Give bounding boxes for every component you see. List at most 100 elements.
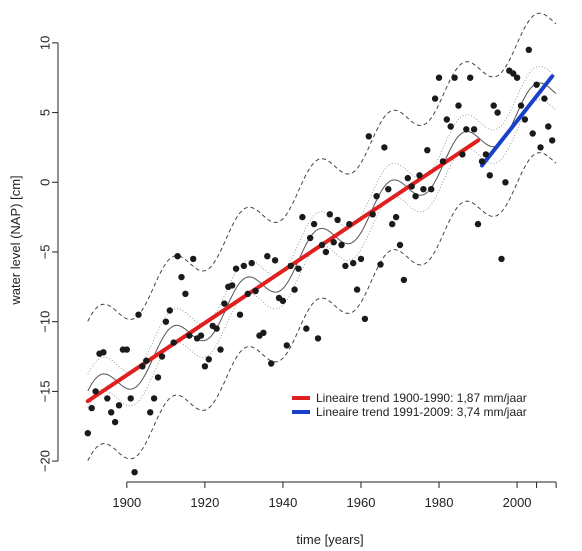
y-axis-title: water level (NAP) [cm]: [8, 175, 23, 305]
data-point: [330, 239, 337, 246]
data-point: [268, 360, 275, 367]
data-point: [84, 430, 92, 437]
data-point: [342, 262, 349, 270]
data-point: [431, 95, 439, 102]
data-point: [236, 311, 244, 318]
data-point: [123, 346, 130, 353]
data-point: [470, 126, 478, 133]
data-point: [478, 158, 486, 165]
data-point: [396, 241, 404, 249]
data-point: [549, 137, 556, 144]
data-point: [135, 311, 142, 318]
data-point: [529, 130, 536, 137]
axes: −20 −15 −10 −5 0 5 10 1900 1920 1940 1960 1980 2000: [37, 36, 557, 510]
data-point: [139, 363, 146, 370]
data-point: [170, 339, 177, 346]
data-point: [510, 70, 517, 77]
data-point: [162, 318, 170, 325]
data-point: [381, 144, 388, 151]
x-tick-label: 1900: [112, 495, 141, 510]
data-points: [84, 46, 556, 476]
data-point: [467, 74, 474, 81]
data-point: [482, 151, 490, 158]
data-point: [424, 147, 431, 154]
lower-confidence-band: [87, 99, 557, 408]
data-point: [260, 329, 267, 336]
data-point: [213, 325, 220, 332]
x-tick-label: 2000: [503, 495, 532, 510]
data-point: [197, 332, 205, 339]
data-point: [143, 357, 150, 364]
data-point: [100, 349, 107, 356]
data-point: [420, 186, 427, 193]
data-point: [459, 151, 466, 158]
data-point: [186, 332, 193, 339]
data-point: [545, 123, 552, 130]
x-tick-label: 1980: [425, 495, 454, 510]
data-point: [111, 418, 119, 426]
data-point: [174, 253, 181, 260]
data-point: [158, 353, 166, 360]
data-point: [221, 300, 228, 307]
data-point: [541, 95, 548, 102]
data-point: [357, 255, 365, 263]
x-tick-label: 1940: [268, 495, 297, 510]
data-point: [490, 102, 497, 109]
data-point: [283, 342, 290, 349]
data-point: [334, 216, 341, 224]
data-point: [338, 241, 345, 249]
data-point: [408, 183, 415, 190]
data-point: [264, 253, 271, 260]
data-point: [115, 402, 123, 409]
data-point: [389, 220, 396, 228]
data-point: [365, 133, 372, 140]
y-tick-label: −10: [37, 311, 52, 333]
data-point: [494, 109, 501, 116]
data-point: [412, 193, 419, 200]
data-point: [314, 335, 322, 342]
legend: Lineaire trend 1900-1990: 1,87 mm/jaarLi…: [292, 391, 527, 419]
data-point: [104, 395, 111, 402]
data-point: [498, 255, 505, 263]
data-point: [447, 123, 454, 130]
data-point: [240, 262, 248, 270]
y-tick-label: 5: [37, 109, 52, 116]
x-axis-title: time [years]: [296, 532, 363, 547]
data-point: [318, 241, 326, 249]
data-point: [299, 213, 306, 221]
data-point: [474, 220, 482, 228]
data-point: [232, 265, 240, 272]
lower-prediction-band: [87, 152, 557, 461]
data-point: [182, 290, 189, 297]
data-point: [279, 297, 287, 304]
data-point: [229, 282, 236, 289]
data-point: [455, 102, 462, 109]
data-point: [252, 287, 259, 295]
data-point: [428, 186, 435, 193]
upper-prediction-band: [87, 12, 557, 322]
data-point: [217, 346, 224, 353]
data-point: [404, 174, 411, 182]
data-point: [369, 211, 376, 218]
data-point: [451, 74, 458, 81]
data-point: [154, 374, 162, 381]
data-point: [486, 172, 493, 179]
data-point: [287, 262, 294, 270]
y-tick-label: 0: [37, 179, 52, 186]
data-point: [392, 213, 400, 221]
data-point: [108, 409, 115, 416]
y-tick-label: −5: [37, 245, 52, 260]
data-point: [322, 248, 330, 256]
data-point: [513, 74, 521, 81]
data-point: [295, 265, 302, 272]
x-tick-label: 1920: [190, 495, 219, 510]
data-point: [291, 286, 298, 293]
data-point: [147, 409, 154, 416]
data-point: [271, 257, 279, 264]
data-point: [178, 273, 185, 281]
data-point: [131, 469, 138, 476]
smooth-fit-line: [87, 82, 557, 392]
data-point: [303, 325, 310, 332]
data-point: [443, 116, 450, 123]
y-tick-label: 10: [37, 36, 52, 50]
